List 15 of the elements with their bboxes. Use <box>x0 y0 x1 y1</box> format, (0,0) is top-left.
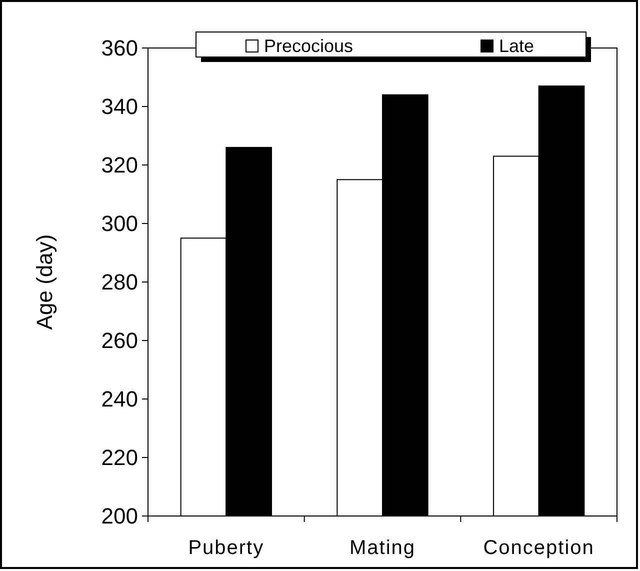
x-tick-label: Mating <box>349 537 416 559</box>
y-tick-label: 200 <box>101 504 138 529</box>
y-tick-label: 260 <box>101 328 138 354</box>
y-tick-label: 340 <box>101 94 138 120</box>
y-tick-label: 280 <box>101 270 138 295</box>
y-tick-label: 360 <box>101 36 138 61</box>
y-tick-label: 320 <box>101 152 138 178</box>
y-tick-label: 220 <box>101 445 138 470</box>
y-tick-label: 240 <box>101 386 138 412</box>
y-axis-title: Age (day) <box>32 234 57 330</box>
x-tick-label: Conception <box>483 537 594 559</box>
legend-label: Late <box>499 36 534 56</box>
x-tick-label: Puberty <box>188 537 264 559</box>
y-tick-label: 300 <box>101 211 138 236</box>
legend-label: Precocious <box>264 36 354 56</box>
